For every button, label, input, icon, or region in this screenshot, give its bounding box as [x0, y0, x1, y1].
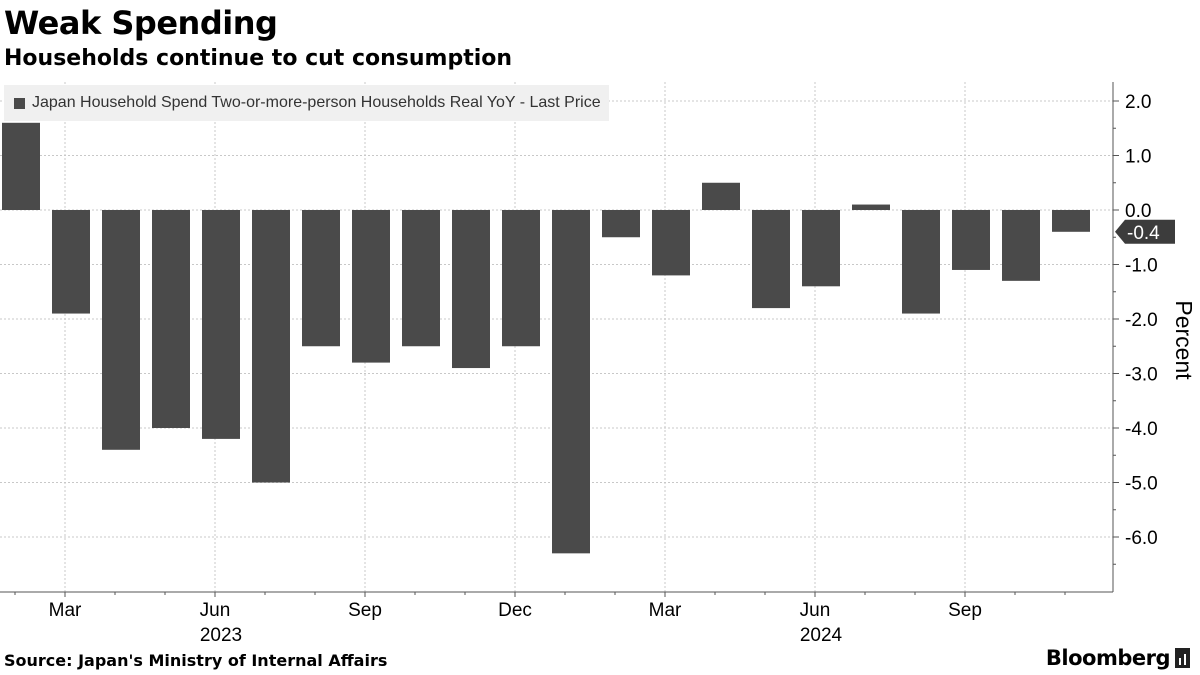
- y-tick-label: -2.0: [1125, 310, 1158, 331]
- bar: [252, 210, 290, 483]
- year-label: 2023: [200, 625, 242, 646]
- bar: [1002, 210, 1040, 281]
- chart-subtitle: Households continue to cut consumption: [4, 46, 513, 71]
- terminal-icon: [1175, 648, 1190, 668]
- bar: [202, 210, 240, 439]
- y-tick-label: -1.0: [1125, 256, 1158, 277]
- x-tick-label: Jun: [200, 600, 231, 621]
- bloomberg-logo: Bloomberg: [1046, 646, 1190, 670]
- y-tick-label: 2.0: [1125, 92, 1151, 113]
- bar: [802, 210, 840, 287]
- last-value-label: -0.4: [1127, 223, 1160, 244]
- y-tick-label: 0.0: [1125, 201, 1151, 222]
- last-value-marker: [1115, 219, 1175, 244]
- bar: [352, 210, 390, 363]
- bar: [102, 210, 140, 450]
- bar: [502, 210, 540, 347]
- x-tick-label: Jun: [800, 600, 831, 621]
- bar: [302, 210, 340, 347]
- bar: [902, 210, 940, 314]
- year-label: 2024: [800, 625, 843, 646]
- y-axis-title: Percent: [1171, 300, 1197, 380]
- bar: [602, 210, 640, 238]
- x-tick-label: Sep: [348, 600, 382, 621]
- y-tick-label: -4.0: [1125, 419, 1158, 440]
- bar: [652, 210, 690, 276]
- bar: [152, 210, 190, 428]
- legend-swatch: [14, 97, 25, 109]
- bar: [452, 210, 490, 369]
- x-tick-label: Mar: [49, 600, 82, 621]
- bar: [2, 122, 40, 210]
- y-tick-label: -3.0: [1125, 365, 1158, 386]
- bar: [752, 210, 790, 309]
- legend-label: Japan Household Spend Two-or-more-person…: [32, 94, 601, 111]
- chart-legend: Japan Household Spend Two-or-more-person…: [4, 85, 609, 121]
- brand-name: Bloomberg: [1045, 646, 1171, 670]
- x-tick-label: Sep: [948, 600, 982, 621]
- x-tick-label: Dec: [498, 600, 532, 621]
- chart-title: Weak Spending: [4, 4, 278, 42]
- bar: [1052, 210, 1090, 232]
- bar: [52, 210, 90, 314]
- y-tick-label: -6.0: [1125, 528, 1158, 549]
- y-tick-label: -5.0: [1125, 474, 1158, 495]
- y-tick-label: 1.0: [1125, 147, 1151, 168]
- bar: [852, 204, 890, 210]
- bar: [552, 210, 590, 554]
- source-note: Source: Japan's Ministry of Internal Aff…: [4, 651, 388, 670]
- bar: [402, 210, 440, 347]
- bar: [952, 210, 990, 270]
- bar: [702, 182, 740, 210]
- x-tick-label: Mar: [649, 600, 682, 621]
